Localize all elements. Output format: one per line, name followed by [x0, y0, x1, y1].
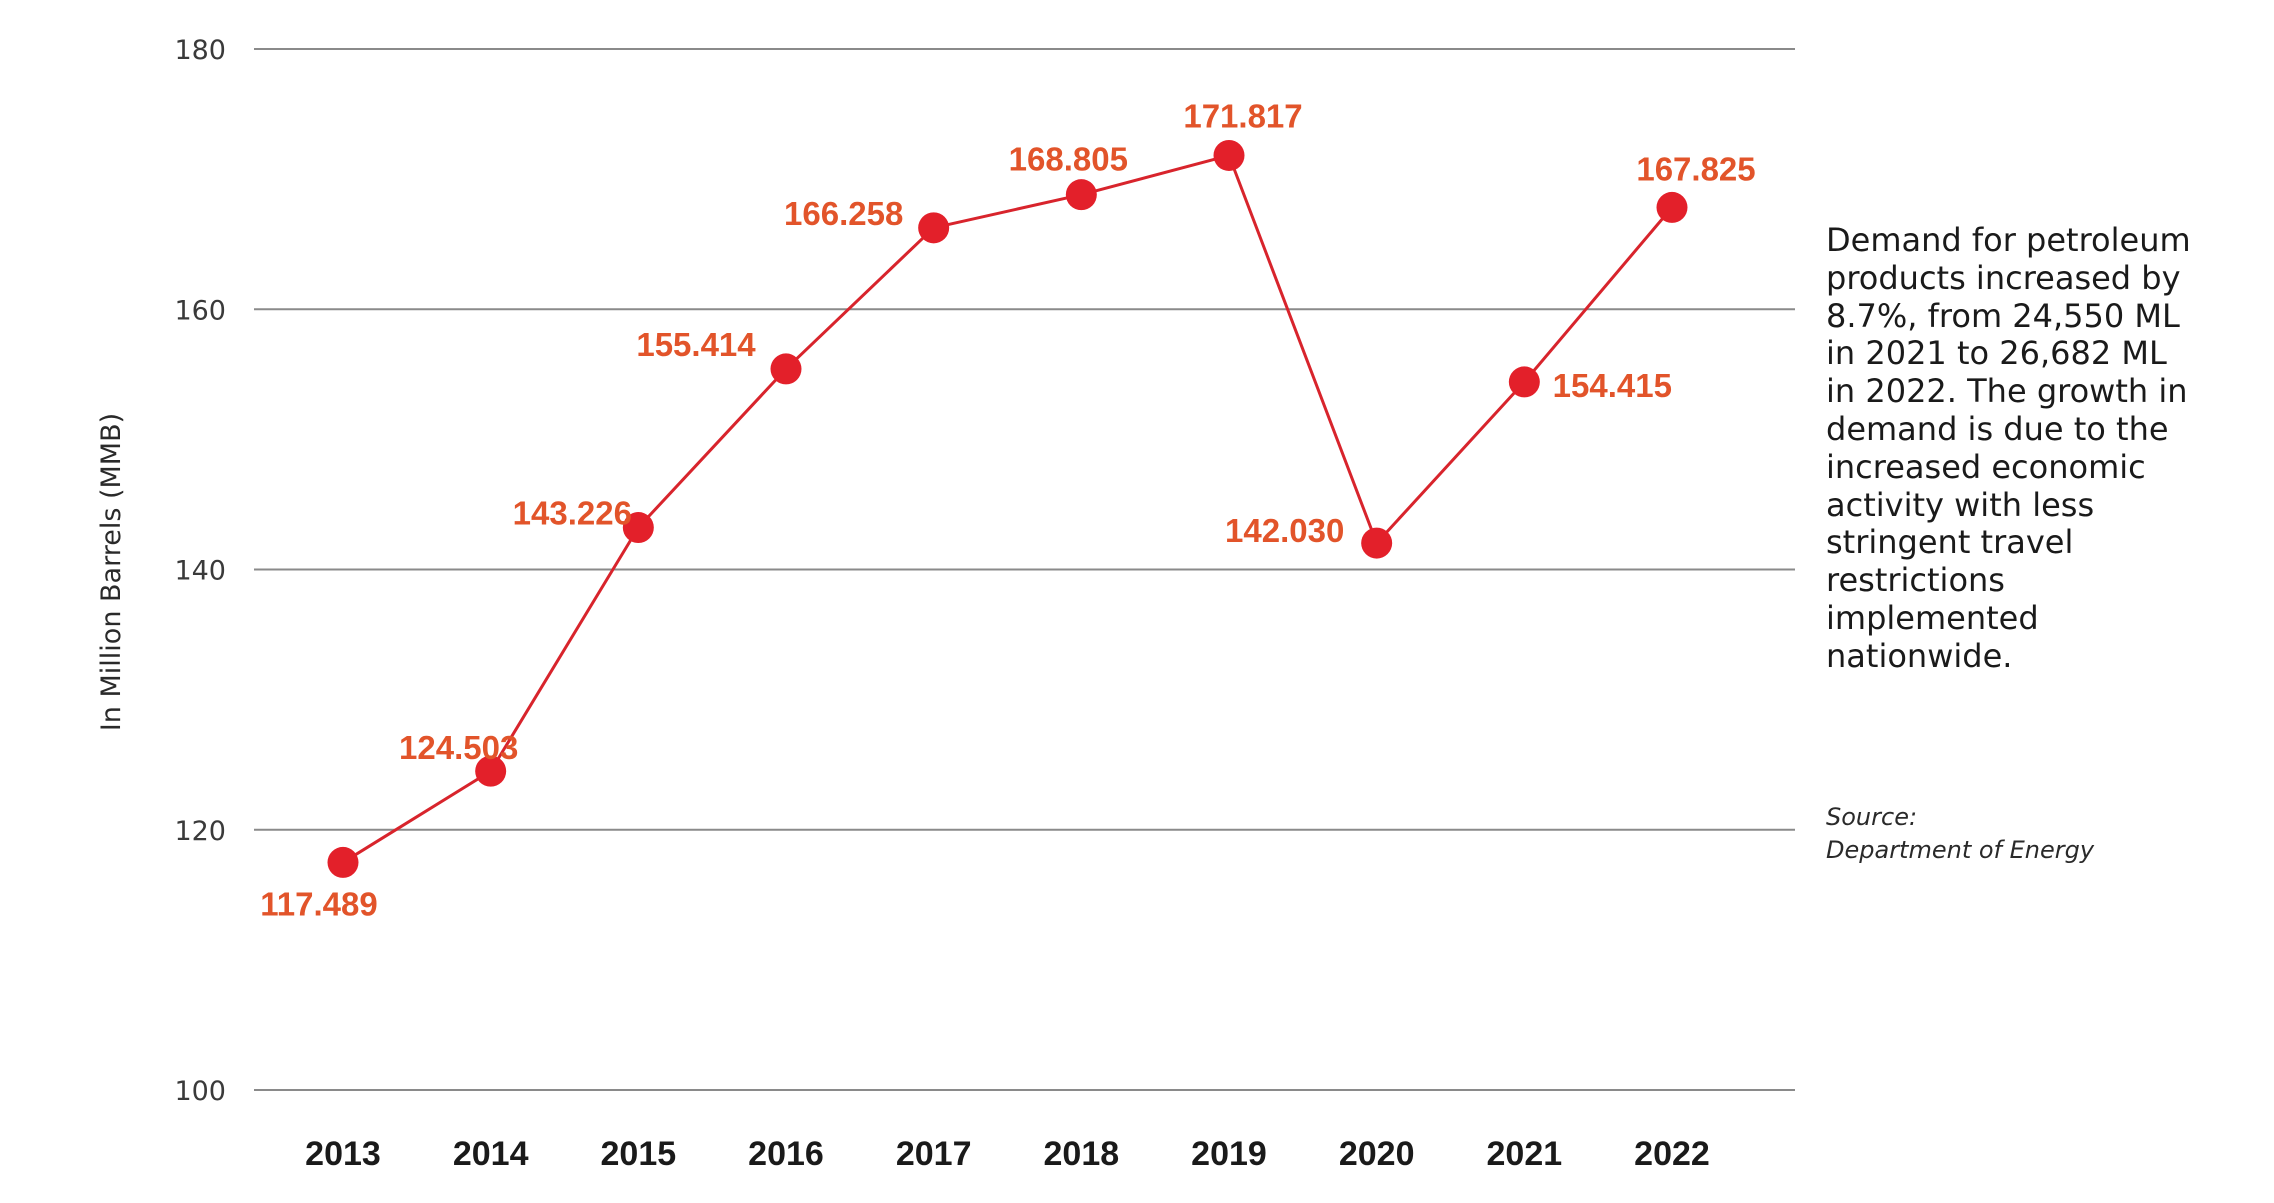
- data-label-2019: 171.817: [1183, 97, 1302, 134]
- y-tick-label-100: 100: [174, 1076, 226, 1107]
- x-tick-label-2015: 2015: [601, 1135, 677, 1173]
- x-tick-label-2016: 2016: [748, 1135, 824, 1173]
- data-label-2022: 167.825: [1636, 150, 1755, 187]
- demand-note-text: Demand for petroleum products increased …: [1826, 221, 2191, 675]
- data-point-2016: [770, 353, 802, 385]
- data-label-2020: 142.030: [1225, 512, 1344, 549]
- y-tick-label-180: 180: [174, 35, 226, 66]
- source-label: Source:: [1826, 803, 1918, 831]
- x-tick-label-2019: 2019: [1191, 1135, 1267, 1173]
- data-label-2018: 168.805: [1009, 141, 1128, 178]
- x-tick-label-2017: 2017: [896, 1135, 972, 1173]
- data-label-2015: 143.226: [513, 495, 632, 532]
- x-tick-label-2022: 2022: [1634, 1135, 1710, 1173]
- x-tick-label-2014: 2014: [453, 1135, 529, 1173]
- data-label-2014: 124.503: [399, 729, 518, 766]
- x-tick-label-2018: 2018: [1044, 1135, 1120, 1173]
- data-point-2018: [1065, 179, 1097, 211]
- x-tick-label-2020: 2020: [1339, 1135, 1415, 1173]
- y-tick-label-120: 120: [174, 816, 226, 847]
- data-point-2020: [1361, 527, 1393, 559]
- source-text: Department of Energy: [1826, 836, 2095, 864]
- series-line: [342, 153, 1674, 864]
- data-point-2021: [1508, 366, 1540, 398]
- data-point-2014: [475, 755, 507, 787]
- data-label-2017: 166.258: [784, 195, 903, 232]
- x-tick-label-2021: 2021: [1487, 1135, 1563, 1173]
- data-point-2022: [1656, 191, 1688, 223]
- data-point-2013: [327, 846, 359, 878]
- data-label-2016: 155.414: [636, 326, 756, 363]
- y-tick-label-160: 160: [174, 295, 226, 326]
- data-point-2017: [918, 212, 950, 244]
- source-credit: Source: Department of Energy: [1826, 801, 2094, 867]
- data-point-2015: [622, 512, 654, 544]
- y-tick-label-140: 140: [174, 556, 226, 587]
- data-label-2021: 154.415: [1553, 367, 1672, 404]
- data-label-2013: 117.489: [260, 885, 377, 922]
- data-point-2019: [1213, 139, 1245, 171]
- y-axis-title: In Million Barrels (MMB): [96, 413, 127, 731]
- x-tick-label-2013: 2013: [305, 1135, 381, 1173]
